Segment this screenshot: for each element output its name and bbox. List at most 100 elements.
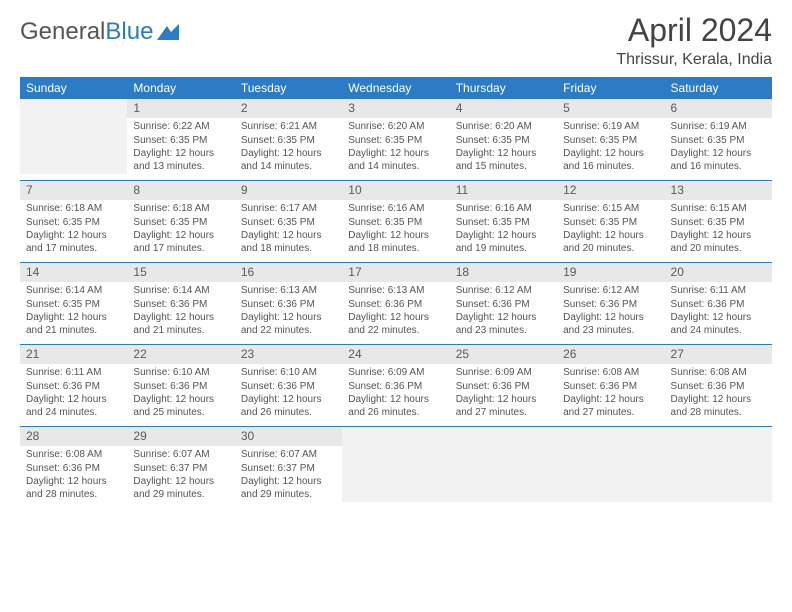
sunset-text: Sunset: 6:35 PM [26,217,121,230]
daylight-text: Daylight: 12 hours and 15 minutes. [456,148,551,173]
logo-icon [157,24,179,40]
daylight-text: Daylight: 12 hours and 23 minutes. [563,312,658,337]
sunrise-text: Sunrise: 6:15 AM [671,203,766,216]
daylight-text: Daylight: 12 hours and 20 minutes. [563,230,658,255]
sunrise-text: Sunrise: 6:11 AM [671,285,766,298]
day-number: 23 [235,345,342,364]
sunset-text: Sunset: 6:36 PM [348,299,443,312]
day-data: Sunrise: 6:13 AMSunset: 6:36 PMDaylight:… [235,282,342,344]
sunset-text: Sunset: 6:36 PM [456,299,551,312]
sunrise-text: Sunrise: 6:21 AM [241,121,336,134]
calendar-cell [342,427,449,509]
daylight-text: Daylight: 12 hours and 24 minutes. [671,312,766,337]
sunset-text: Sunset: 6:36 PM [563,381,658,394]
weekday-header: Saturday [665,77,772,99]
day-number: 24 [342,345,449,364]
daylight-text: Daylight: 12 hours and 28 minutes. [26,476,121,501]
day-number: 21 [20,345,127,364]
day-data: Sunrise: 6:19 AMSunset: 6:35 PMDaylight:… [665,118,772,180]
day-data: Sunrise: 6:18 AMSunset: 6:35 PMDaylight:… [127,200,234,262]
daylight-text: Daylight: 12 hours and 16 minutes. [671,148,766,173]
day-data: Sunrise: 6:10 AMSunset: 6:36 PMDaylight:… [235,364,342,426]
day-data: Sunrise: 6:11 AMSunset: 6:36 PMDaylight:… [20,364,127,426]
sunset-text: Sunset: 6:36 PM [671,381,766,394]
calendar-cell: 2Sunrise: 6:21 AMSunset: 6:35 PMDaylight… [235,99,342,181]
sunrise-text: Sunrise: 6:20 AM [348,121,443,134]
day-data: Sunrise: 6:19 AMSunset: 6:35 PMDaylight:… [557,118,664,180]
sunset-text: Sunset: 6:35 PM [133,135,228,148]
weekday-header: Sunday [20,77,127,99]
day-number: 25 [450,345,557,364]
daylight-text: Daylight: 12 hours and 13 minutes. [133,148,228,173]
sunset-text: Sunset: 6:35 PM [133,217,228,230]
sunset-text: Sunset: 6:36 PM [26,463,121,476]
title-block: April 2024 Thrissur, Kerala, India [616,12,772,69]
calendar-cell: 7Sunrise: 6:18 AMSunset: 6:35 PMDaylight… [20,181,127,263]
sunset-text: Sunset: 6:35 PM [241,135,336,148]
sunset-text: Sunset: 6:37 PM [133,463,228,476]
day-data: Sunrise: 6:15 AMSunset: 6:35 PMDaylight:… [557,200,664,262]
calendar-cell: 27Sunrise: 6:08 AMSunset: 6:36 PMDayligh… [665,345,772,427]
month-title: April 2024 [616,12,772,49]
day-data: Sunrise: 6:11 AMSunset: 6:36 PMDaylight:… [665,282,772,344]
day-data: Sunrise: 6:08 AMSunset: 6:36 PMDaylight:… [557,364,664,426]
day-data: Sunrise: 6:13 AMSunset: 6:36 PMDaylight:… [342,282,449,344]
sunrise-text: Sunrise: 6:15 AM [563,203,658,216]
day-number: 3 [342,99,449,118]
daylight-text: Daylight: 12 hours and 18 minutes. [348,230,443,255]
daylight-text: Daylight: 12 hours and 28 minutes. [671,394,766,419]
day-data: Sunrise: 6:17 AMSunset: 6:35 PMDaylight:… [235,200,342,262]
weekday-header: Monday [127,77,234,99]
sunrise-text: Sunrise: 6:14 AM [133,285,228,298]
calendar-cell: 10Sunrise: 6:16 AMSunset: 6:35 PMDayligh… [342,181,449,263]
calendar-cell: 9Sunrise: 6:17 AMSunset: 6:35 PMDaylight… [235,181,342,263]
calendar-header: SundayMondayTuesdayWednesdayThursdayFrid… [20,77,772,99]
calendar-cell: 22Sunrise: 6:10 AMSunset: 6:36 PMDayligh… [127,345,234,427]
calendar-cell: 14Sunrise: 6:14 AMSunset: 6:35 PMDayligh… [20,263,127,345]
daylight-text: Daylight: 12 hours and 22 minutes. [348,312,443,337]
day-number: 20 [665,263,772,282]
calendar-cell: 8Sunrise: 6:18 AMSunset: 6:35 PMDaylight… [127,181,234,263]
sunset-text: Sunset: 6:36 PM [133,299,228,312]
day-data: Sunrise: 6:07 AMSunset: 6:37 PMDaylight:… [127,446,234,508]
calendar-cell: 12Sunrise: 6:15 AMSunset: 6:35 PMDayligh… [557,181,664,263]
day-number: 13 [665,181,772,200]
sunrise-text: Sunrise: 6:16 AM [456,203,551,216]
daylight-text: Daylight: 12 hours and 29 minutes. [241,476,336,501]
sunset-text: Sunset: 6:36 PM [456,381,551,394]
daylight-text: Daylight: 12 hours and 27 minutes. [563,394,658,419]
weekday-header: Tuesday [235,77,342,99]
sunset-text: Sunset: 6:35 PM [456,217,551,230]
sunrise-text: Sunrise: 6:13 AM [348,285,443,298]
day-number: 7 [20,181,127,200]
logo-text-part1: General [20,18,105,45]
day-number: 2 [235,99,342,118]
daylight-text: Daylight: 12 hours and 19 minutes. [456,230,551,255]
sunset-text: Sunset: 6:35 PM [671,217,766,230]
day-data: Sunrise: 6:21 AMSunset: 6:35 PMDaylight:… [235,118,342,180]
logo: GeneralBlue [20,18,179,46]
day-data: Sunrise: 6:10 AMSunset: 6:36 PMDaylight:… [127,364,234,426]
day-number: 12 [557,181,664,200]
sunrise-text: Sunrise: 6:07 AM [133,449,228,462]
sunrise-text: Sunrise: 6:10 AM [241,367,336,380]
sunrise-text: Sunrise: 6:09 AM [456,367,551,380]
daylight-text: Daylight: 12 hours and 21 minutes. [133,312,228,337]
sunrise-text: Sunrise: 6:08 AM [563,367,658,380]
day-number: 18 [450,263,557,282]
calendar-cell: 18Sunrise: 6:12 AMSunset: 6:36 PMDayligh… [450,263,557,345]
daylight-text: Daylight: 12 hours and 20 minutes. [671,230,766,255]
calendar-cell: 24Sunrise: 6:09 AMSunset: 6:36 PMDayligh… [342,345,449,427]
sunrise-text: Sunrise: 6:08 AM [671,367,766,380]
daylight-text: Daylight: 12 hours and 14 minutes. [241,148,336,173]
day-number: 30 [235,427,342,446]
day-data: Sunrise: 6:14 AMSunset: 6:35 PMDaylight:… [20,282,127,344]
day-number: 17 [342,263,449,282]
calendar-cell: 25Sunrise: 6:09 AMSunset: 6:36 PMDayligh… [450,345,557,427]
daylight-text: Daylight: 12 hours and 21 minutes. [26,312,121,337]
sunrise-text: Sunrise: 6:18 AM [133,203,228,216]
calendar-cell: 26Sunrise: 6:08 AMSunset: 6:36 PMDayligh… [557,345,664,427]
day-data: Sunrise: 6:16 AMSunset: 6:35 PMDaylight:… [342,200,449,262]
day-data: Sunrise: 6:18 AMSunset: 6:35 PMDaylight:… [20,200,127,262]
sunrise-text: Sunrise: 6:20 AM [456,121,551,134]
